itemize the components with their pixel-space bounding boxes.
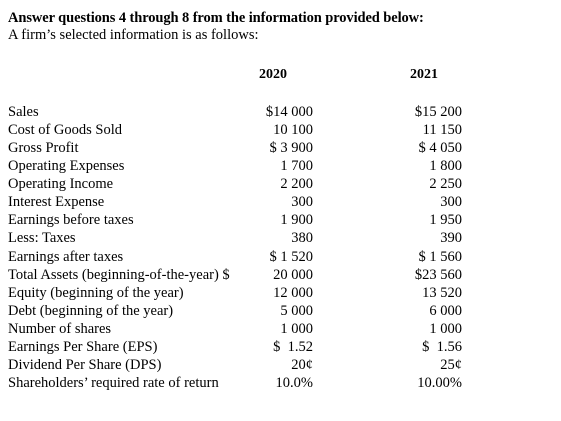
row-label: Total Assets (beginning-of-the-year) $ <box>8 267 230 283</box>
table-row: Less: Taxes 380 390 <box>0 229 561 247</box>
value-2020: 10.0% <box>275 375 313 391</box>
table-row: Total Assets (beginning-of-the-year) $ 2… <box>0 266 561 284</box>
value-2021: 10.00% <box>417 375 462 391</box>
value-2020: 20 000 <box>273 267 313 283</box>
value-2021: 300 <box>440 194 462 210</box>
value-2020: $ 3 900 <box>269 140 314 156</box>
value-2021: $ 1 560 <box>418 249 463 265</box>
value-2021: 11 150 <box>422 122 462 138</box>
row-label: Operating Expenses <box>8 158 125 174</box>
table-row: Operating Income 2 200 2 250 <box>0 175 561 193</box>
value-2021: 2 250 <box>429 176 462 192</box>
row-label: Operating Income <box>8 176 114 192</box>
value-2020: $ 1.52 <box>273 339 313 355</box>
value-2020: 10 100 <box>273 122 313 138</box>
value-2021: 13 520 <box>422 285 462 301</box>
value-2020: 20¢ <box>291 357 313 373</box>
table-row: Earnings after taxes $ 1 520 $ 1 560 <box>0 248 561 266</box>
row-label: Earnings Per Share (EPS) <box>8 339 158 355</box>
table-row: Sales $14 000 $15 200 <box>0 103 561 121</box>
row-label: Interest Expense <box>8 194 105 210</box>
value-2021: 1 800 <box>429 158 462 174</box>
row-label: Less: Taxes <box>8 230 76 246</box>
row-label: Debt (beginning of the year) <box>8 303 174 319</box>
table-row: Dividend Per Share (DPS) 20¢ 25¢ <box>0 356 561 374</box>
value-2020: 1 700 <box>280 158 313 174</box>
value-2020: $14 000 <box>265 104 313 120</box>
value-2021: 6 000 <box>429 303 462 319</box>
row-label: Earnings before taxes <box>8 212 134 228</box>
row-label: Number of shares <box>8 321 112 337</box>
value-2021: $ 1.56 <box>422 339 462 355</box>
value-2020: 380 <box>291 230 313 246</box>
value-2020: 1 900 <box>280 212 313 228</box>
table-row: Shareholders’ required rate of return 10… <box>0 374 561 392</box>
value-2021: $ 4 050 <box>418 140 463 156</box>
value-2021: 25¢ <box>440 357 462 373</box>
value-2021: $15 200 <box>414 104 462 120</box>
row-label: Sales <box>8 104 39 120</box>
instructions-heading: Answer questions 4 through 8 from the in… <box>8 10 424 26</box>
value-2020: 2 200 <box>280 176 313 192</box>
row-label: Gross Profit <box>8 140 79 156</box>
table-row: Number of shares 1 000 1 000 <box>0 320 561 338</box>
instructions-subheading: A firm’s selected information is as foll… <box>8 27 259 43</box>
row-label: Equity (beginning of the year) <box>8 285 184 301</box>
value-2021: 390 <box>440 230 462 246</box>
table-row: Operating Expenses 1 700 1 800 <box>0 157 561 175</box>
table-row: Earnings Per Share (EPS) $ 1.52 $ 1.56 <box>0 338 561 356</box>
value-2020: $ 1 520 <box>269 249 314 265</box>
value-2021: 1 950 <box>429 212 462 228</box>
value-2020: 12 000 <box>273 285 313 301</box>
table-row: Gross Profit $ 3 900 $ 4 050 <box>0 139 561 157</box>
value-2020: 5 000 <box>280 303 313 319</box>
row-label: Earnings after taxes <box>8 249 124 265</box>
table-row: Debt (beginning of the year) 5 000 6 000 <box>0 302 561 320</box>
table-row: Interest Expense 300 300 <box>0 193 561 211</box>
value-2021: $23 560 <box>414 267 462 283</box>
value-2021: 1 000 <box>429 321 462 337</box>
value-2020: 300 <box>291 194 313 210</box>
row-label: Dividend Per Share (DPS) <box>8 357 162 373</box>
column-header-2020: 2020 <box>259 67 287 82</box>
table-row: Earnings before taxes 1 900 1 950 <box>0 211 561 229</box>
table-row: Cost of Goods Sold 10 100 11 150 <box>0 121 561 139</box>
row-label: Cost of Goods Sold <box>8 122 123 138</box>
row-label: Shareholders’ required rate of return <box>8 375 219 391</box>
column-header-2021: 2021 <box>410 67 438 82</box>
value-2020: 1 000 <box>280 321 313 337</box>
table-row: Equity (beginning of the year) 12 000 13… <box>0 284 561 302</box>
